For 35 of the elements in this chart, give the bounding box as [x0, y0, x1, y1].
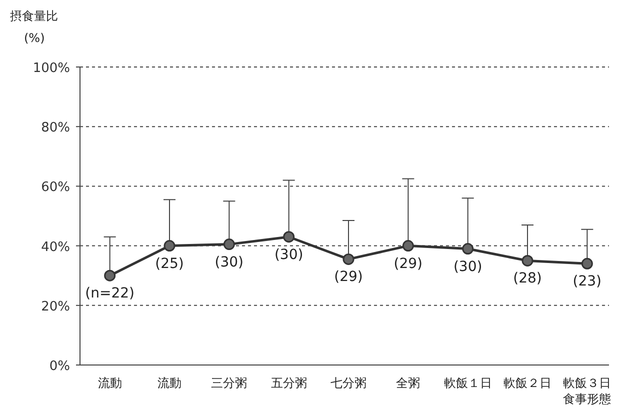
x-tick-label: 流動	[158, 376, 182, 390]
point	[342, 253, 354, 265]
y-tick-label: 80%	[41, 120, 70, 136]
x-tick-label: 五分粥	[270, 376, 307, 390]
x-tick-label: 流動	[98, 376, 122, 390]
annotation: (28)	[513, 270, 542, 287]
annotation: (30)	[214, 254, 244, 270]
annotation: (29)	[394, 256, 423, 272]
point	[283, 231, 295, 243]
point	[104, 270, 116, 282]
point	[223, 238, 235, 250]
y-tick-label: 0%	[49, 359, 70, 374]
point	[522, 254, 534, 266]
x-tick-label: 軟飯３日	[563, 376, 612, 390]
point	[402, 240, 414, 252]
point	[581, 258, 593, 270]
y-tick-label: 40%	[41, 240, 70, 255]
annotation: (25)	[155, 256, 184, 272]
y-axis-title: 摂食量比 (%)	[10, 9, 58, 45]
point	[164, 240, 176, 252]
annotation: (29)	[334, 269, 363, 286]
x-axis-title: 食事形態	[563, 392, 612, 406]
y-tick-label: 60%	[41, 180, 70, 196]
y-tick-label: 100%	[32, 61, 70, 76]
annotation: (30)	[453, 258, 482, 275]
x-tick-label: 軟飯２日	[504, 376, 552, 390]
annotation: (n=22)	[85, 286, 135, 302]
y-tick-label: 20%	[41, 299, 70, 314]
x-tick-label: 全粥	[396, 376, 420, 390]
x-tick-label: 三分粥	[211, 376, 248, 390]
x-tick-label: 軟飯１日	[444, 376, 492, 390]
annotation: (30)	[274, 246, 304, 263]
x-tick-label: 七分粥	[330, 376, 366, 390]
annotation: (23)	[572, 274, 602, 290]
point	[462, 243, 474, 255]
